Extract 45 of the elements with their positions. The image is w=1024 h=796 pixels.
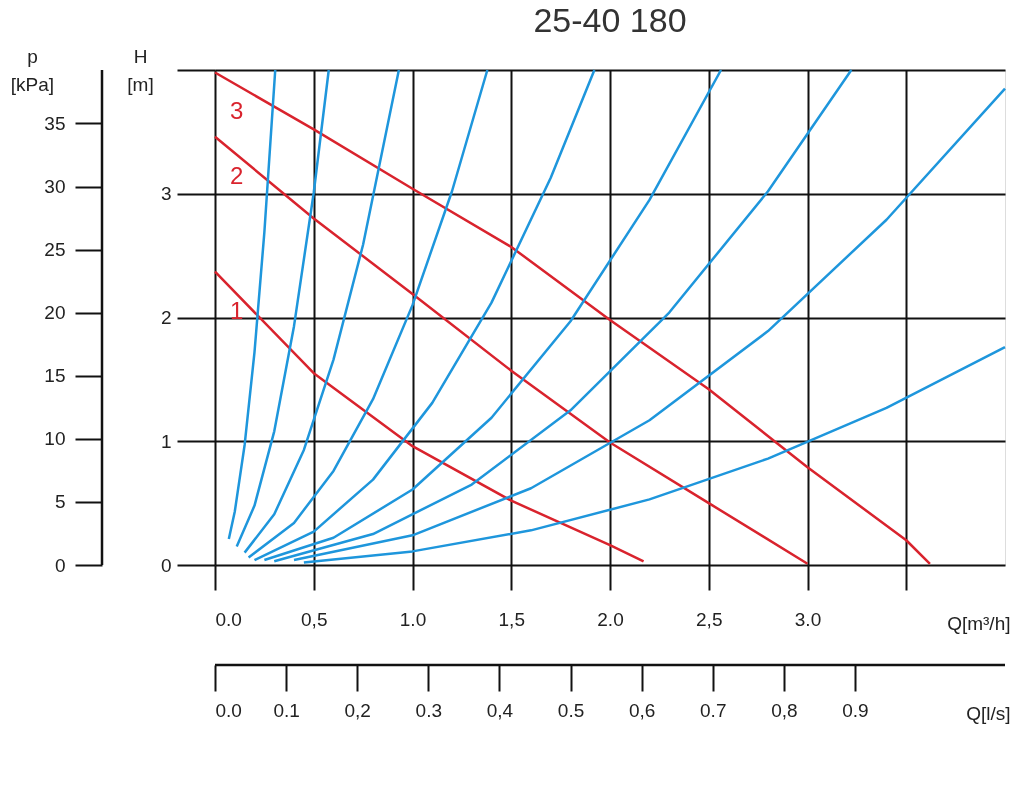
y2-tick-label: 10	[44, 428, 66, 450]
chart-title: 25-40 180	[533, 1, 687, 39]
x2-tick-label: 0.5	[557, 699, 585, 721]
x-tick-label: 1,5	[498, 608, 525, 630]
x2-tick-label: 0.1	[273, 699, 300, 721]
x2-tick-label: 0.9	[842, 699, 869, 721]
line-series	[213, 270, 645, 563]
y-tick-label: 0	[160, 554, 172, 576]
x2-tick-label: 0.3	[415, 699, 443, 721]
x-tick-label: 0,5	[301, 608, 328, 630]
y2-tick-label: 30	[44, 176, 66, 198]
line-series	[253, 68, 596, 562]
x2-tick-label: 0,6	[628, 699, 656, 721]
x2-tick-label: 0.7	[700, 699, 727, 721]
x2-tick-label: 0.0	[215, 699, 242, 721]
series-label: 1	[230, 296, 244, 324]
y2-axis-title: p [kPa]	[10, 45, 55, 95]
line-series	[247, 68, 489, 559]
y-tick-label: 2	[160, 307, 172, 328]
series-label: 3	[230, 97, 244, 125]
y2-tick-label: 15	[44, 365, 66, 387]
line-series	[243, 68, 401, 554]
x-axis-title: Q[m³/h]	[947, 612, 1011, 634]
line-series	[213, 135, 809, 566]
x-tick-label: 0.0	[215, 608, 242, 630]
x-tick-label: 1.0	[399, 608, 427, 630]
line-series	[227, 68, 277, 541]
y-axis-title: H [m]	[127, 45, 154, 95]
y-tick-label: 3	[160, 183, 172, 205]
y2-tick-label: 35	[44, 112, 66, 134]
y2-tick-label: 0	[54, 554, 66, 576]
y-tick-label: 1	[160, 430, 172, 452]
x-tick-label: 2.0	[597, 608, 624, 630]
y2-tick-label: 25	[44, 239, 66, 261]
x-tick-label: 2,5	[696, 608, 723, 630]
y2-tick-label: 5	[54, 491, 66, 513]
x2-tick-label: 0,2	[344, 699, 371, 721]
series-label: 2	[230, 161, 244, 189]
x2-tick-label: 0,8	[771, 699, 798, 721]
line-series	[263, 68, 723, 562]
x-tick-label: 3.0	[794, 608, 822, 630]
x2-axis-title: Q[l/s]	[966, 702, 1011, 724]
y2-tick-label: 20	[44, 302, 66, 324]
line-series	[302, 345, 1007, 564]
x2-tick-label: 0,4	[486, 699, 514, 721]
